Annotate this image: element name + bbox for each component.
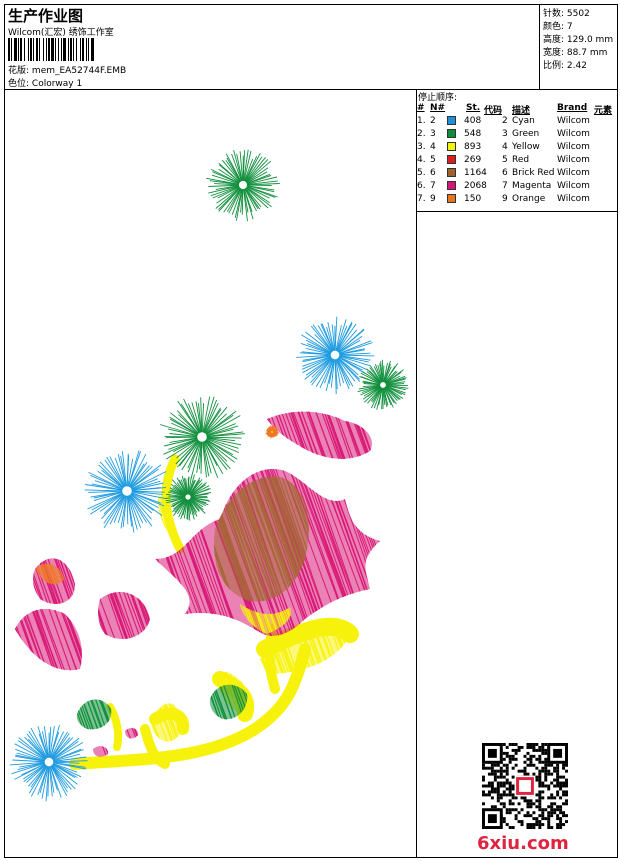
- thread-description: Brick Red: [512, 168, 555, 178]
- stop-sequence-row: 2. 3 548 3 Green Wilcom: [416, 129, 617, 142]
- stat-width: 宽度: 88.7 mm: [543, 45, 607, 58]
- col-header-brand: Brand: [557, 103, 587, 113]
- stitch-count: 2068: [464, 181, 487, 191]
- col-header-element: 元素: [594, 103, 612, 116]
- barcode: [8, 38, 133, 61]
- cyan-pompom-middle: [85, 451, 167, 533]
- stat-height: 高度: 129.0 mm: [543, 32, 613, 45]
- thread-brand: Wilcom: [557, 181, 590, 191]
- needle-number: 6: [430, 168, 436, 178]
- stop-sequence-row: 4. 5 269 5 Red Wilcom: [416, 155, 617, 168]
- stat-stitches: 针数: 5502: [543, 6, 590, 19]
- row-index: 7.: [417, 194, 426, 204]
- design-file-row: 花版: mem_EA52744F.EMB: [8, 63, 126, 76]
- thread-brand: Wilcom: [557, 116, 590, 126]
- cyan-pompom-bottom: [10, 725, 88, 801]
- stop-sequence-row: 3. 4 893 4 Yellow Wilcom: [416, 142, 617, 155]
- thread-description: Cyan: [512, 116, 535, 126]
- needle-number: 5: [430, 155, 436, 165]
- thread-code: 3: [502, 129, 508, 139]
- thread-brand: Wilcom: [557, 194, 590, 204]
- thread-description: Red: [512, 155, 529, 165]
- company-name: Wilcom(汇宏) 绣饰工作室: [8, 25, 114, 38]
- row-index: 2.: [417, 129, 426, 139]
- stat-scale: 比例: 2.42: [543, 58, 587, 71]
- thread-color-swatch: [447, 181, 456, 190]
- thread-brand: Wilcom: [557, 142, 590, 152]
- stop-sequence-panel: 停止顺序: # N# St. 代码 描述 Brand 元素 1. 2 408 2 Cya…: [416, 89, 617, 212]
- embroidery-artwork: [5, 89, 416, 857]
- stop-sequence-row: 1. 2 408 2 Cyan Wilcom: [416, 116, 617, 129]
- col-header-st: St.: [466, 103, 480, 113]
- sheet-title: 生产作业图: [8, 5, 83, 26]
- thread-code: 9: [502, 194, 508, 204]
- thread-code: 2: [502, 116, 508, 126]
- thread-color-swatch: [447, 194, 456, 203]
- stop-sequence-title: 停止顺序:: [418, 90, 457, 103]
- col-header-desc: 描述: [512, 103, 530, 116]
- needle-number: 7: [430, 181, 436, 191]
- sheet-header: 生产作业图 Wilcom(汇宏) 绣饰工作室 花版: mem_EA52744F.…: [5, 5, 617, 90]
- stitch-count: 1164: [464, 168, 487, 178]
- design-label: 花版:: [8, 66, 29, 76]
- thread-code: 7: [502, 181, 508, 191]
- thread-color-swatch: [447, 116, 456, 125]
- stop-sequence-row: 7. 9 150 9 Orange Wilcom: [416, 194, 617, 207]
- thread-color-swatch: [447, 168, 456, 177]
- row-index: 4.: [417, 155, 426, 165]
- row-index: 3.: [417, 142, 426, 152]
- thread-brand: Wilcom: [557, 129, 590, 139]
- row-index: 1.: [417, 116, 426, 126]
- design-preview: [5, 89, 417, 857]
- needle-number: 3: [430, 129, 436, 139]
- stat-colors: 颜色: 7: [543, 19, 573, 32]
- thread-description: Orange: [512, 194, 545, 204]
- thread-color-swatch: [447, 129, 456, 138]
- thread-brand: Wilcom: [557, 155, 590, 165]
- thread-code: 6: [502, 168, 508, 178]
- row-index: 5.: [417, 168, 426, 178]
- thread-code: 5: [502, 155, 508, 165]
- row-index: 6.: [417, 181, 426, 191]
- thread-description: Green: [512, 129, 539, 139]
- thread-brand: Wilcom: [557, 168, 590, 178]
- needle-number: 2: [430, 116, 436, 126]
- colorway-name: Colorway 1: [32, 79, 82, 89]
- site-watermark-logo: 6xiu.com: [477, 833, 569, 854]
- stop-sequence-row: 6. 7 2068 7 Magenta Wilcom: [416, 181, 617, 194]
- colorway-label: 色位:: [8, 79, 29, 89]
- thread-description: Yellow: [512, 142, 540, 152]
- production-sheet: 生产作业图 Wilcom(汇宏) 绣饰工作室 花版: mem_EA52744F.…: [4, 4, 618, 858]
- qr-code: [482, 743, 568, 829]
- needle-number: 9: [430, 194, 436, 204]
- green-pompom-small: [358, 360, 409, 410]
- stitch-count: 893: [464, 142, 481, 152]
- needle-number: 4: [430, 142, 436, 152]
- thread-color-swatch: [447, 155, 456, 164]
- colorway-row: 色位: Colorway 1: [8, 76, 82, 89]
- cyan-pompom-upper: [296, 317, 374, 395]
- design-file-name: mem_EA52744F.EMB: [32, 66, 126, 76]
- design-stats: 针数: 5502 颜色: 7 高度: 129.0 mm 宽度: 88.7 mm …: [539, 5, 618, 89]
- stitch-count: 269: [464, 155, 481, 165]
- stitch-count: 150: [464, 194, 481, 204]
- thread-color-swatch: [447, 142, 456, 151]
- col-header-n: N#: [430, 103, 445, 113]
- col-header-num: #: [417, 103, 425, 113]
- col-header-code: 代码: [484, 103, 502, 116]
- stitch-count: 408: [464, 116, 481, 126]
- thread-description: Magenta: [512, 181, 551, 191]
- stitch-count: 548: [464, 129, 481, 139]
- green-pompom-top: [206, 150, 279, 221]
- thread-code: 4: [502, 142, 508, 152]
